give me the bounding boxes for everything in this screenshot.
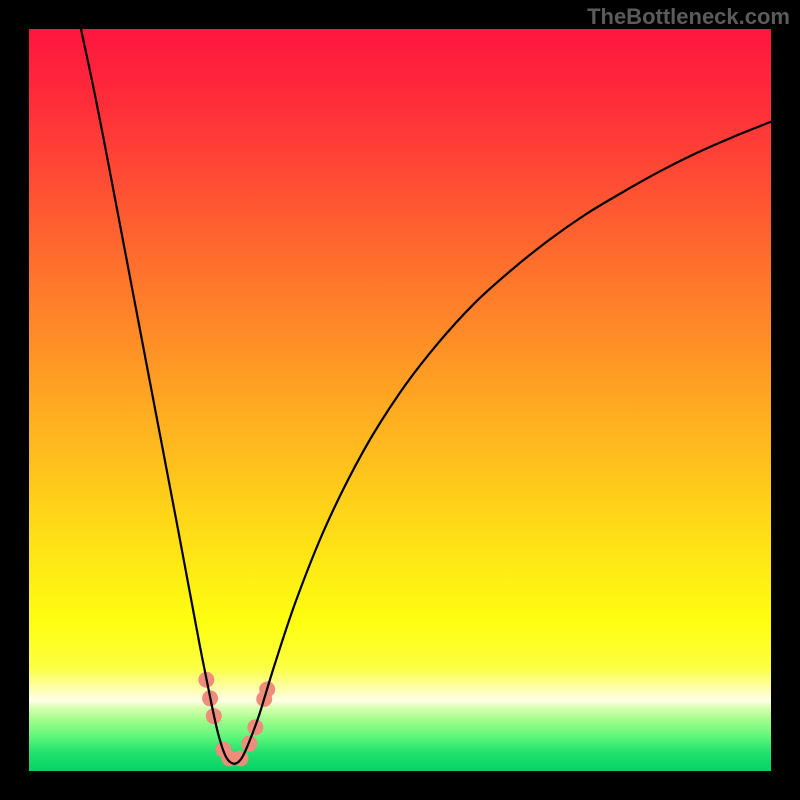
- plot-area: [29, 29, 771, 771]
- bottleneck-curve: [29, 29, 771, 771]
- watermark-text: TheBottleneck.com: [587, 4, 790, 30]
- curve-line: [81, 29, 771, 764]
- data-markers: [199, 672, 275, 766]
- chart-frame: TheBottleneck.com: [0, 0, 800, 800]
